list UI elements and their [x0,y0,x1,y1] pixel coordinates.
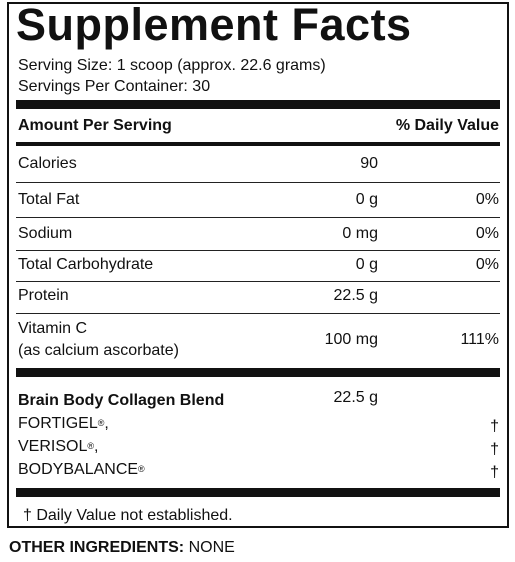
divider-thick [16,100,500,109]
blend-name: Brain Body Collagen Blend [18,392,225,409]
nutrient-daily-value: 0% [475,256,499,273]
daily-value-header: % Daily Value [395,117,499,134]
nutrient-amount: 22.5 g [333,287,378,304]
dagger-mark: † [490,441,499,458]
nutrient-name: Vitamin C [18,320,88,337]
blend-amount: 22.5 g [333,389,378,406]
serving-size: Serving Size: 1 scoop (approx. 22.6 gram… [18,57,326,74]
blend-ingredient: FORTIGEL®, [18,415,109,432]
nutrient-name: Total Carbohydrate [18,256,154,273]
nutrient-daily-value: 0% [475,191,499,208]
dagger-mark: † [490,464,499,481]
blend-ingredient: VERISOL®, [18,438,99,455]
row-divider [16,217,500,218]
divider-thick [16,488,500,497]
divider-thick [16,368,500,377]
row-divider [16,281,500,282]
footnote: † Daily Value not established. [23,507,233,524]
blend-ingredient: BODYBALANCE® [18,461,145,478]
amount-per-serving-header: Amount Per Serving [18,117,172,134]
supplement-facts-panel: Supplement Facts Serving Size: 1 scoop (… [7,0,509,528]
nutrient-amount: 90 [360,155,378,172]
panel-title: Supplement Facts [16,0,412,50]
nutrient-name: Total Fat [18,191,80,208]
nutrient-amount: 0 g [355,191,378,208]
nutrient-amount: 0 g [355,256,378,273]
row-divider [16,250,500,251]
nutrient-daily-value: 0% [475,225,499,242]
row-divider [16,313,500,314]
nutrient-name: Calories [18,155,77,172]
nutrient-amount: 0 mg [342,225,378,242]
nutrient-amount: 100 mg [324,331,378,348]
servings-per-container: Servings Per Container: 30 [18,78,211,95]
nutrient-name: Sodium [18,225,73,242]
nutrient-name: Protein [18,287,69,304]
other-ingredients: OTHER INGREDIENTS: NONE [9,539,235,556]
dagger-mark: † [490,418,499,435]
nutrient-daily-value: 111% [460,331,499,348]
divider-medium [16,142,500,146]
nutrient-name-detail: (as calcium ascorbate) [18,342,179,359]
row-divider [16,182,500,183]
